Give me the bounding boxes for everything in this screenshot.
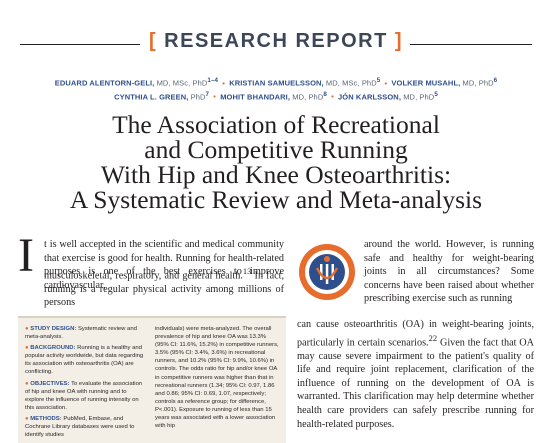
author-line-1: EDUARD ALENTORN-GELI, MD, MSc, PhD1–4 • … (54, 77, 498, 88)
author-degree: MD, PhD (292, 92, 324, 101)
author-name: JÓN KARLSSON, (338, 92, 402, 101)
right-column-text-continued: can cause osteoarthritis (OA) in weight-… (297, 319, 534, 430)
abstract-section-methods: ● METHODS: PubMed, Embase, and Cochrane … (25, 415, 135, 439)
author-degree: MD, MSc, PhD (156, 78, 208, 88)
author-name: EDUARD ALENTORN-GELI, (54, 78, 155, 88)
author-name: VOLKER MUSAHL, (391, 78, 461, 88)
author-separator: • (213, 92, 217, 101)
title-line: The Association of Recreational (112, 110, 440, 139)
abstract-section-objectives: ● OBJECTIVES: To evaluate the associatio… (25, 380, 143, 411)
lead-paragraph: t is well accepted in the scientific and… (44, 239, 284, 291)
abstract-column-2: individuals) were meta-analyzed. The ove… (155, 326, 279, 430)
author-degree: PhD (190, 92, 206, 101)
author-list: EDUARD ALENTORN-GELI, MD, MSc, PhD1–4 • … (20, 75, 532, 102)
header-rule-left (20, 44, 140, 45)
author-separator: • (222, 78, 226, 88)
abstract-column-1: ● STUDY DESIGN: Systematic review and me… (25, 325, 145, 442)
abstract-box: ● STUDY DESIGN: Systematic review and me… (18, 316, 286, 443)
running-figure-logo-icon (299, 244, 355, 300)
citation: 13 (242, 266, 252, 276)
abstract-section-study-design: ● STUDY DESIGN: Systematic review and me… (25, 326, 137, 341)
author-name: CYNTHIA L. GREEN, (114, 92, 189, 101)
title-line: A Systematic Review and Meta-analysis (69, 185, 483, 214)
author-name: MOHIT BHANDARI, (220, 92, 291, 101)
author-name: KRISTIAN SAMUELSSON, (229, 78, 324, 88)
author-separator: • (384, 78, 388, 88)
right-column-text: around the world. However, is running sa… (364, 239, 534, 305)
section-label: RESEARCH REPORT (164, 30, 388, 52)
author-degree: MD, MSc, PhD (325, 78, 377, 88)
author-degree: MD, PhD (403, 92, 435, 101)
citation: 22 (428, 332, 438, 343)
lead-paragraph-continued: musculoskeletal, respiratory, and genera… (18, 265, 284, 310)
section-heading: [ RESEARCH REPORT ] (145, 30, 407, 53)
lead-text: musculoskeletal, respiratory, and genera… (44, 270, 243, 282)
author-separator: • (331, 92, 334, 101)
bracket-left: [ (148, 30, 158, 52)
article-title: The Association of Recreational and Comp… (14, 110, 538, 214)
bracket-right: ] (394, 30, 404, 52)
drop-cap: I (18, 229, 34, 282)
lead-text: In fact, running is a regular physical a… (44, 270, 284, 309)
author-degree: MD, PhD (462, 78, 494, 88)
title-line: With Hip and Knee Osteoarthritis: (100, 160, 452, 189)
title-line: and Competitive Running (144, 135, 408, 164)
author-line-2: CYNTHIA L. GREEN, PhD7 • MOHIT BHANDARI,… (114, 90, 438, 102)
abstract-section-background: ● BACKGROUND: Running is a healthy and p… (25, 345, 144, 376)
header-rule-right (410, 44, 532, 45)
